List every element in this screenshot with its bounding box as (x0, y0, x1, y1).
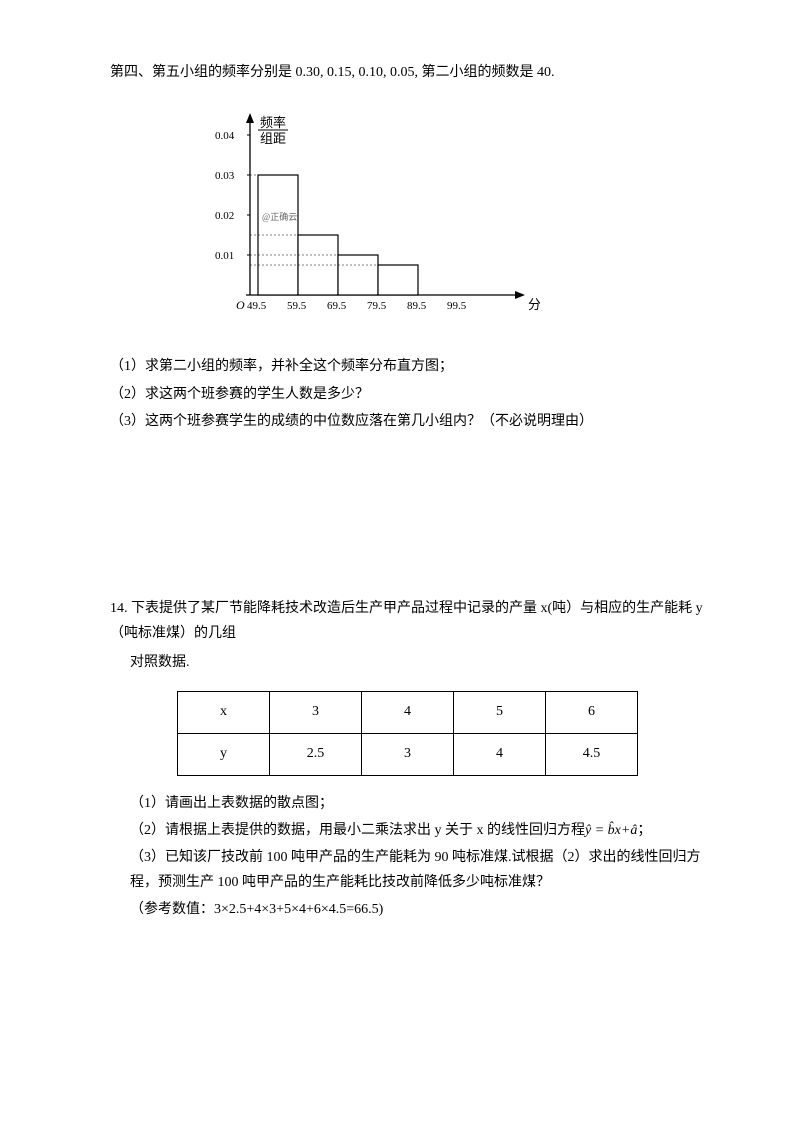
table-cell: y (178, 733, 270, 775)
intro-text: 第四、第五小组的频率分别是 0.30, 0.15, 0.10, 0.05, 第二… (110, 60, 705, 85)
svg-text:99.5: 99.5 (447, 300, 467, 312)
svg-text:49.5: 49.5 (247, 300, 267, 312)
svg-text:分数: 分数 (528, 297, 540, 312)
q14-sub1: （1）请画出上表数据的散点图； (130, 791, 705, 816)
data-table-container: x 3 4 5 6 y 2.5 3 4 4.5 (110, 691, 705, 776)
table-cell: 5 (454, 691, 546, 733)
q14-reference: （参考数值：3×2.5+4×3+5×4+6×4.5=66.5) (130, 897, 705, 922)
table-cell: x (178, 691, 270, 733)
table-cell: 4 (362, 691, 454, 733)
table-cell: 6 (546, 691, 638, 733)
q13-2: （2）求这两个班参赛的学生人数是多少？ (110, 382, 705, 407)
svg-text:0.03: 0.03 (215, 170, 235, 182)
table-row: x 3 4 5 6 (178, 691, 638, 733)
svg-text:组距: 组距 (260, 131, 286, 146)
q14-text-2: 对照数据. (130, 650, 705, 675)
svg-text:79.5: 79.5 (367, 300, 387, 312)
svg-text:0.02: 0.02 (215, 210, 234, 222)
table-cell: 3 (362, 733, 454, 775)
table-cell: 3 (270, 691, 362, 733)
q14-intro: 14. 下表提供了某厂节能降耗技术改造后生产甲产品过程中记录的产量 x(吨）与相… (110, 596, 705, 646)
svg-text:59.5: 59.5 (287, 300, 307, 312)
table-cell: 4.5 (546, 733, 638, 775)
q13-1: （1）求第二小组的频率，并补全这个频率分布直方图； (110, 354, 705, 379)
spacer (110, 436, 705, 596)
histogram-chart: 频率组距 0.01 0.02 0.03 0.04 @正确云 49.5 59.5 69.5 79.5… (200, 100, 705, 339)
q14-sub2-end: ； (637, 823, 651, 838)
svg-text:O: O (236, 298, 245, 312)
q14-sub3: （3）已知该厂技改前 100 吨甲产品的生产能耗为 90 吨标准煤.试根据（2）… (130, 845, 705, 895)
table-row: y 2.5 3 4 4.5 (178, 733, 638, 775)
q13-3: （3）这两个班参赛学生的成绩的中位数应落在第几小组内？（不必说明理由） (110, 409, 705, 434)
regression-formula: ŷ = b̂x+â (585, 823, 637, 838)
svg-text:89.5: 89.5 (407, 300, 427, 312)
question-block-13: （1）求第二小组的频率，并补全这个频率分布直方图； （2）求这两个班参赛的学生人… (110, 354, 705, 434)
svg-text:@正确云: @正确云 (262, 211, 297, 222)
svg-text:0.01: 0.01 (215, 250, 234, 262)
data-table: x 3 4 5 6 y 2.5 3 4 4.5 (177, 691, 638, 776)
q14-number: 14. (110, 601, 128, 616)
q14-sub2-text: （2）请根据上表提供的数据，用最小二乘法求出 y 关于 x 的线性回归方程 (130, 823, 585, 838)
svg-text:频率: 频率 (260, 115, 286, 130)
q14-text-1: 下表提供了某厂节能降耗技术改造后生产甲产品过程中记录的产量 x(吨）与相应的生产… (110, 601, 703, 641)
svg-text:0.04: 0.04 (215, 130, 235, 142)
q14-sub2: （2）请根据上表提供的数据，用最小二乘法求出 y 关于 x 的线性回归方程ŷ =… (130, 818, 705, 843)
table-cell: 4 (454, 733, 546, 775)
table-cell: 2.5 (270, 733, 362, 775)
svg-text:69.5: 69.5 (327, 300, 347, 312)
